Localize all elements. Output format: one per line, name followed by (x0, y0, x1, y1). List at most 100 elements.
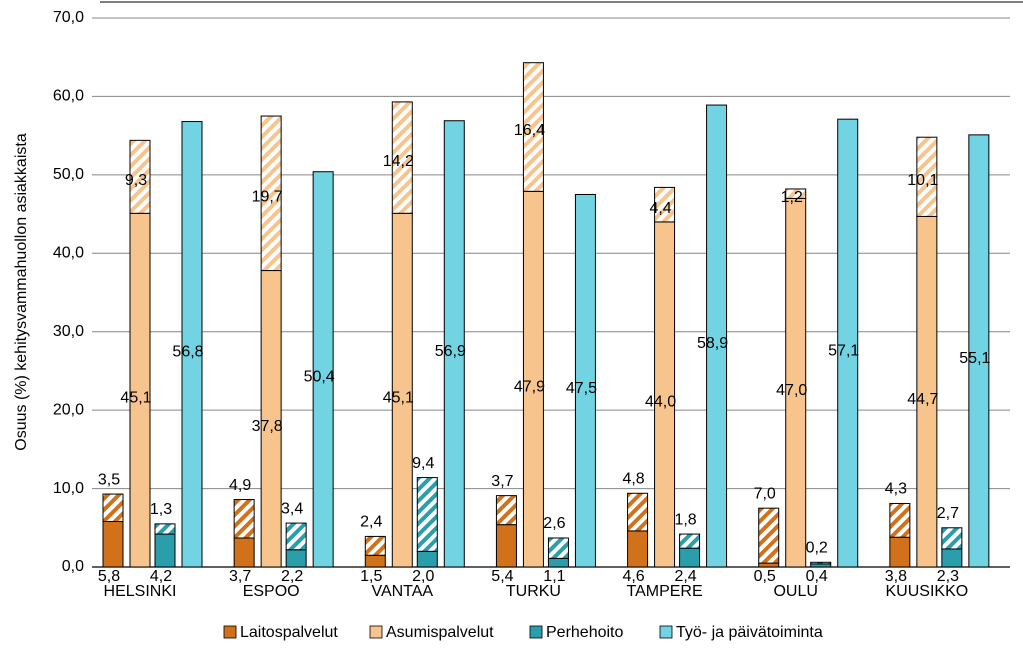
bar-hatched (785, 188, 807, 199)
value-label: 44,0 (645, 394, 676, 411)
value-label: 9,3 (125, 172, 147, 189)
bar-hatched (654, 186, 676, 223)
value-label: 37,8 (252, 418, 283, 435)
value-label: 4,4 (649, 200, 671, 217)
y-tick-label: 10,0 (53, 480, 84, 497)
y-tick-label: 60,0 (53, 88, 84, 105)
bar (233, 537, 255, 568)
x-tick-label: ESPOO (243, 583, 300, 600)
value-label: 57,1 (828, 342, 859, 359)
bar-hatched (391, 101, 413, 214)
bar-hatched (233, 499, 255, 539)
legend-swatch (659, 625, 673, 639)
value-label: 2,6 (543, 515, 565, 532)
value-label: 19,7 (252, 189, 283, 206)
bar-hatched (154, 523, 176, 535)
legend-label: Laitospalvelut (240, 624, 338, 641)
value-label: 3,4 (281, 500, 303, 517)
value-label: 47,9 (514, 378, 545, 395)
value-label: 45,1 (120, 389, 151, 406)
bar-hatched (627, 492, 649, 532)
bar (285, 549, 307, 568)
value-label: 2,7 (937, 505, 959, 522)
bar-hatched (495, 495, 517, 526)
bar (102, 521, 124, 568)
bar (889, 536, 911, 568)
bar-hatched (941, 527, 963, 550)
value-label: 14,2 (383, 153, 414, 170)
x-tick-label: TURKU (506, 583, 561, 600)
value-label: 58,9 (697, 335, 728, 352)
bar-hatched (679, 533, 701, 549)
x-tick-label: OULU (773, 583, 817, 600)
value-label: 0,5 (754, 568, 776, 585)
value-label: 2,4 (360, 514, 382, 531)
value-label: 3,7 (229, 568, 251, 585)
bar (312, 171, 334, 568)
value-label: 9,4 (412, 455, 434, 472)
value-label: 3,8 (885, 568, 907, 585)
bar-hatched (129, 139, 151, 214)
bar-hatched (364, 535, 386, 556)
value-label: 4,8 (622, 470, 644, 487)
value-label: 16,4 (514, 122, 545, 139)
value-label: 47,0 (776, 382, 807, 399)
value-label: 2,4 (674, 568, 696, 585)
y-tick-label: 20,0 (53, 401, 84, 418)
bar (574, 193, 596, 568)
bar-hatched (285, 522, 307, 551)
value-label: 4,9 (229, 477, 251, 494)
value-label: 5,8 (98, 568, 120, 585)
bar (443, 120, 465, 568)
legend-swatch (529, 625, 543, 639)
value-label: 3,7 (491, 473, 513, 490)
bar (495, 524, 517, 568)
bar (364, 554, 386, 568)
y-tick-label: 0,0 (62, 558, 84, 575)
value-label: 4,6 (622, 568, 644, 585)
y-tick-label: 70,0 (53, 9, 84, 26)
value-label: 4,2 (150, 568, 172, 585)
value-label: 56,8 (172, 343, 203, 360)
bar-hatched (260, 115, 282, 272)
value-label: 7,0 (754, 485, 776, 502)
y-tick-label: 50,0 (53, 166, 84, 183)
value-label: 2,2 (281, 568, 303, 585)
bar (706, 104, 728, 568)
bar-hatched (810, 561, 832, 565)
value-label: 1,2 (781, 189, 803, 206)
y-tick-label: 30,0 (53, 323, 84, 340)
value-label: 56,9 (435, 343, 466, 360)
value-label: 44,7 (907, 391, 938, 408)
legend-label: Perhehoito (546, 624, 623, 641)
value-label: 2,3 (937, 568, 959, 585)
bar-hatched (522, 62, 544, 192)
x-tick-label: KUUSIKKO (886, 583, 969, 600)
x-tick-label: VANTAA (371, 583, 433, 600)
legend-label: Asumispalvelut (386, 624, 494, 641)
bar (679, 547, 701, 568)
value-label: 55,1 (959, 350, 990, 367)
legend-label: Työ- ja päivätoiminta (676, 624, 823, 641)
legend-swatch (223, 625, 237, 639)
bar (181, 121, 203, 568)
bar (154, 533, 176, 568)
value-label: 2,0 (412, 568, 434, 585)
x-tick-label: HELSINKI (104, 583, 177, 600)
bar (968, 134, 990, 568)
bar-hatched (547, 537, 569, 559)
x-tick-label: TAMPERE (626, 583, 702, 600)
value-label: 1,1 (543, 568, 565, 585)
bar-hatched (758, 507, 780, 564)
y-tick-label: 40,0 (53, 245, 84, 262)
bar (547, 557, 569, 568)
bar (941, 548, 963, 568)
value-label: 10,1 (907, 172, 938, 189)
bar (416, 550, 438, 568)
legend-swatch (369, 625, 383, 639)
value-label: 50,4 (304, 369, 335, 386)
bar-hatched (102, 493, 124, 523)
value-label: 5,4 (491, 568, 513, 585)
bar (837, 118, 859, 568)
